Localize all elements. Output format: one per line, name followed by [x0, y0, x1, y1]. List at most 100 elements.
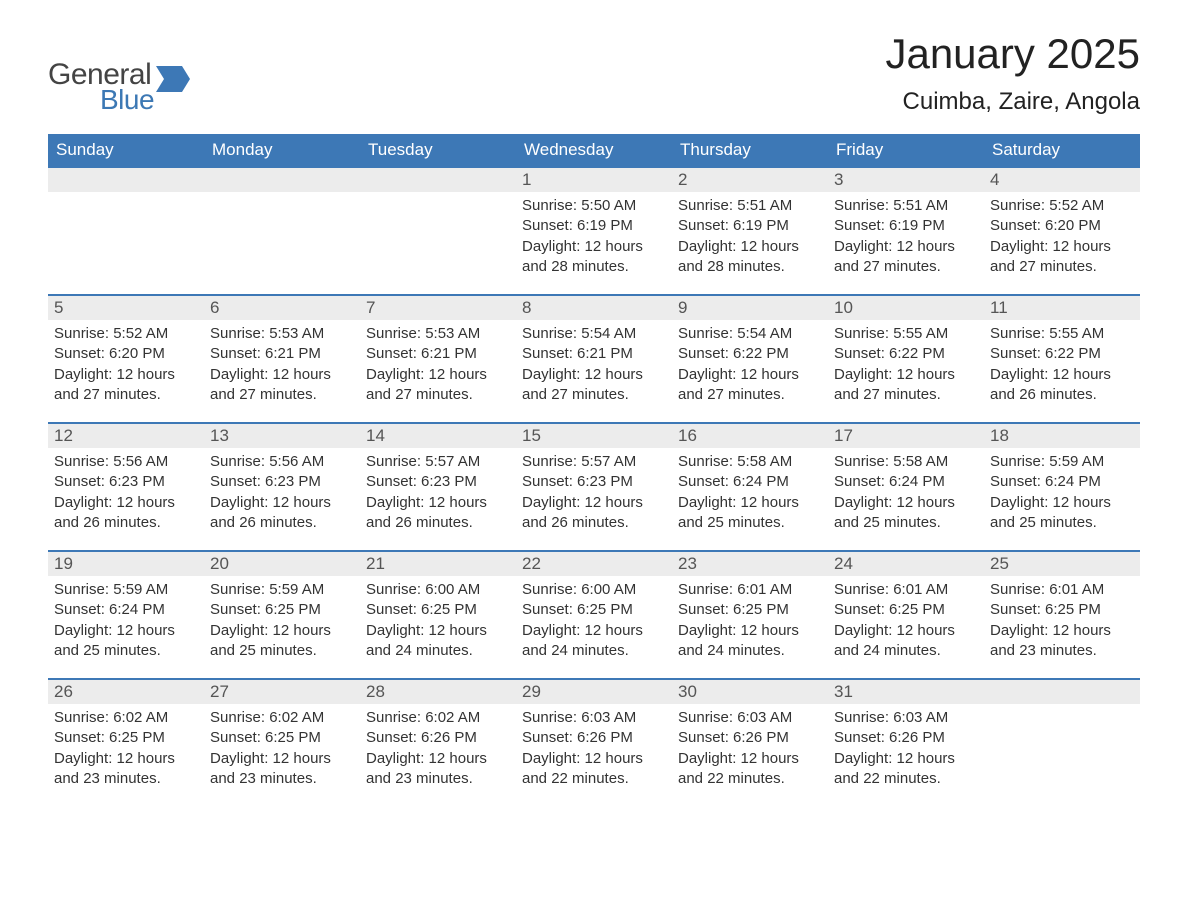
daylight-label: Daylight: [678, 750, 741, 767]
calendar-cell: 26Sunrise: 6:02 AMSunset: 6:25 PMDayligh… [48, 678, 204, 806]
day-number: 13 [204, 422, 360, 448]
sunrise-label: Sunrise: [210, 453, 269, 470]
day-details: Sunrise: 5:52 AMSunset: 6:20 PMDaylight:… [984, 192, 1140, 281]
sunset-label: Sunset: [990, 217, 1045, 234]
sunrise-value: 6:00 AM [425, 581, 480, 598]
sunset-line: Sunset: 6:26 PM [366, 728, 510, 748]
sunrise-label: Sunrise: [834, 197, 893, 214]
daylight-label: Daylight: [834, 750, 897, 767]
sunrise-value: 6:01 AM [893, 581, 948, 598]
daylight-label: Daylight: [210, 366, 273, 383]
sunrise-label: Sunrise: [54, 709, 113, 726]
daylight-label: Daylight: [834, 238, 897, 255]
calendar-cell: 16Sunrise: 5:58 AMSunset: 6:24 PMDayligh… [672, 422, 828, 550]
sunrise-line: Sunrise: 5:52 AM [990, 196, 1134, 216]
calendar-cell: 21Sunrise: 6:00 AMSunset: 6:25 PMDayligh… [360, 550, 516, 678]
sunrise-value: 5:55 AM [1049, 325, 1104, 342]
sunrise-line: Sunrise: 5:59 AM [210, 580, 354, 600]
sunset-line: Sunset: 6:22 PM [678, 344, 822, 364]
day-details: Sunrise: 5:53 AMSunset: 6:21 PMDaylight:… [360, 320, 516, 409]
day-number: 24 [828, 550, 984, 576]
day-details: Sunrise: 6:03 AMSunset: 6:26 PMDaylight:… [516, 704, 672, 793]
day-number: 28 [360, 678, 516, 704]
daylight-label: Daylight: [522, 366, 585, 383]
daylight-line: Daylight: 12 hours and 22 minutes. [678, 749, 822, 790]
sunrise-line: Sunrise: 6:01 AM [678, 580, 822, 600]
sunrise-label: Sunrise: [366, 325, 425, 342]
daylight-line: Daylight: 12 hours and 26 minutes. [990, 365, 1134, 406]
sunset-label: Sunset: [990, 345, 1045, 362]
calendar-cell: 15Sunrise: 5:57 AMSunset: 6:23 PMDayligh… [516, 422, 672, 550]
sunrise-line: Sunrise: 5:57 AM [522, 452, 666, 472]
sunrise-label: Sunrise: [990, 325, 1049, 342]
day-number: 22 [516, 550, 672, 576]
daylight-label: Daylight: [990, 366, 1053, 383]
sunset-value: 6:20 PM [1045, 217, 1101, 234]
daylight-label: Daylight: [54, 622, 117, 639]
calendar-cell: 20Sunrise: 5:59 AMSunset: 6:25 PMDayligh… [204, 550, 360, 678]
sunset-label: Sunset: [54, 601, 109, 618]
sunset-label: Sunset: [210, 473, 265, 490]
sunset-label: Sunset: [366, 729, 421, 746]
sunset-line: Sunset: 6:23 PM [210, 472, 354, 492]
day-details: Sunrise: 5:59 AMSunset: 6:24 PMDaylight:… [984, 448, 1140, 537]
daylight-label: Daylight: [678, 238, 741, 255]
calendar-cell [360, 166, 516, 294]
sunrise-label: Sunrise: [834, 709, 893, 726]
calendar-cell: 8Sunrise: 5:54 AMSunset: 6:21 PMDaylight… [516, 294, 672, 422]
sunset-label: Sunset: [54, 473, 109, 490]
calendar-cell: 14Sunrise: 5:57 AMSunset: 6:23 PMDayligh… [360, 422, 516, 550]
daylight-line: Daylight: 12 hours and 28 minutes. [522, 237, 666, 278]
day-header: Wednesday [516, 134, 672, 166]
day-number: 19 [48, 550, 204, 576]
daylight-label: Daylight: [366, 622, 429, 639]
day-header: Thursday [672, 134, 828, 166]
day-number: 5 [48, 294, 204, 320]
calendar-body: 1Sunrise: 5:50 AMSunset: 6:19 PMDaylight… [48, 166, 1140, 806]
sunrise-value: 5:53 AM [269, 325, 324, 342]
day-number: 3 [828, 166, 984, 192]
sunset-line: Sunset: 6:25 PM [990, 600, 1134, 620]
sunrise-label: Sunrise: [678, 709, 737, 726]
sunrise-line: Sunrise: 5:52 AM [54, 324, 198, 344]
sunset-value: 6:21 PM [265, 345, 321, 362]
calendar-week: 5Sunrise: 5:52 AMSunset: 6:20 PMDaylight… [48, 294, 1140, 422]
sunset-label: Sunset: [366, 473, 421, 490]
day-details: Sunrise: 5:52 AMSunset: 6:20 PMDaylight:… [48, 320, 204, 409]
sunrise-value: 6:03 AM [737, 709, 792, 726]
sunset-label: Sunset: [522, 345, 577, 362]
sunset-label: Sunset: [678, 345, 733, 362]
calendar-cell: 19Sunrise: 5:59 AMSunset: 6:24 PMDayligh… [48, 550, 204, 678]
day-details: Sunrise: 6:02 AMSunset: 6:25 PMDaylight:… [204, 704, 360, 793]
sunrise-line: Sunrise: 6:02 AM [366, 708, 510, 728]
sunset-value: 6:19 PM [733, 217, 789, 234]
sunset-line: Sunset: 6:19 PM [678, 216, 822, 236]
daylight-label: Daylight: [678, 622, 741, 639]
day-number: 29 [516, 678, 672, 704]
sunrise-value: 6:03 AM [893, 709, 948, 726]
sunset-label: Sunset: [210, 601, 265, 618]
sunrise-line: Sunrise: 5:53 AM [366, 324, 510, 344]
sunset-line: Sunset: 6:23 PM [522, 472, 666, 492]
sunrise-value: 5:59 AM [113, 581, 168, 598]
sunrise-value: 5:57 AM [425, 453, 480, 470]
daylight-line: Daylight: 12 hours and 25 minutes. [834, 493, 978, 534]
daylight-label: Daylight: [522, 622, 585, 639]
calendar-week: 26Sunrise: 6:02 AMSunset: 6:25 PMDayligh… [48, 678, 1140, 806]
calendar-cell: 7Sunrise: 5:53 AMSunset: 6:21 PMDaylight… [360, 294, 516, 422]
sunrise-value: 5:52 AM [1049, 197, 1104, 214]
month-title: January 2025 [885, 30, 1140, 78]
day-details: Sunrise: 5:56 AMSunset: 6:23 PMDaylight:… [204, 448, 360, 537]
sunrise-label: Sunrise: [834, 325, 893, 342]
daylight-line: Daylight: 12 hours and 24 minutes. [522, 621, 666, 662]
daylight-line: Daylight: 12 hours and 27 minutes. [366, 365, 510, 406]
calendar-cell: 29Sunrise: 6:03 AMSunset: 6:26 PMDayligh… [516, 678, 672, 806]
daylight-label: Daylight: [522, 750, 585, 767]
sunrise-label: Sunrise: [678, 453, 737, 470]
calendar-week: 1Sunrise: 5:50 AMSunset: 6:19 PMDaylight… [48, 166, 1140, 294]
day-details: Sunrise: 5:51 AMSunset: 6:19 PMDaylight:… [828, 192, 984, 281]
sunrise-line: Sunrise: 5:56 AM [54, 452, 198, 472]
sunset-value: 6:26 PM [889, 729, 945, 746]
day-details: Sunrise: 6:02 AMSunset: 6:26 PMDaylight:… [360, 704, 516, 793]
sunset-line: Sunset: 6:26 PM [834, 728, 978, 748]
